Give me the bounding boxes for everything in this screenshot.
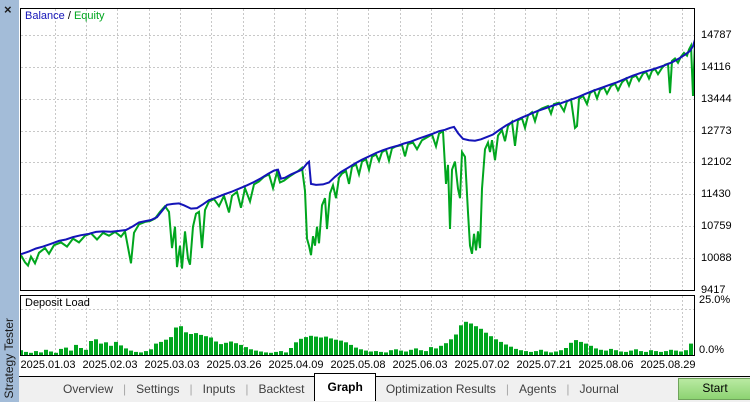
x-axis-label: 2025.07.02	[454, 359, 510, 371]
deposit-max-label: 25.0%	[699, 294, 731, 306]
tab-overview[interactable]: Overview	[63, 382, 114, 396]
x-axis-label: 2025.08.06	[578, 359, 634, 371]
legend-separator: /	[64, 10, 74, 22]
close-icon[interactable]: ×	[4, 2, 12, 17]
x-axis-label: 2025.08.29	[640, 359, 696, 371]
y-axis-label: 13444	[701, 92, 732, 105]
tab-graph[interactable]: Graph	[314, 373, 376, 401]
tab-separator: |	[566, 382, 570, 396]
x-axis-label: 2025.03.03	[144, 359, 200, 371]
y-axis-label: 10088	[701, 252, 732, 265]
tab-optimization-results[interactable]: Optimization Results	[385, 382, 496, 396]
x-axis-label: 2025.01.03	[20, 359, 76, 371]
tab-separator: |	[189, 382, 193, 396]
start-button[interactable]: Start	[678, 378, 750, 400]
x-axis-label: 2025.02.03	[82, 359, 138, 371]
deposit-min-label: 0.0%	[699, 344, 725, 356]
balance-equity-chart[interactable]	[21, 9, 694, 290]
y-axis-label: 9417	[701, 284, 726, 296]
x-axis-label: 2025.05.08	[330, 359, 386, 371]
tab-separator: |	[123, 382, 127, 396]
chart-legend: Balance / Equity	[25, 10, 105, 22]
y-axis-label: 14116	[701, 60, 731, 73]
deposit-load-chart[interactable]	[19, 296, 694, 355]
y-axis-label: 12773	[701, 124, 732, 137]
y-axis-label: 12102	[701, 156, 732, 169]
tab-backtest[interactable]: Backtest	[258, 382, 305, 396]
tab-separator: |	[505, 382, 509, 396]
tab-settings[interactable]: Settings	[136, 382, 180, 396]
legend-equity: Equity	[73, 10, 105, 22]
strategy-tester-sidebar: × Strategy Tester	[0, 0, 19, 402]
tab-bar: Overview | Settings | Inputs | Backtest Graph Op…	[19, 373, 750, 402]
x-axis-label: 2025.04.09	[268, 359, 324, 371]
x-axis-label: 2025.06.03	[392, 359, 448, 371]
y-axis-label: 14787	[701, 28, 732, 41]
y-axis-label: 10759	[701, 220, 732, 233]
tab-agents[interactable]: Agents	[519, 382, 557, 396]
tab-inputs[interactable]: Inputs	[202, 382, 236, 396]
deposit-load-panel[interactable]: Deposit Load	[19, 295, 695, 356]
balance-equity-chart-panel[interactable]: Balance / Equity	[20, 8, 695, 291]
y-axis-label: 11430	[701, 188, 731, 201]
x-axis-label: 2025.03.26	[206, 359, 262, 371]
legend-balance: Balance	[25, 10, 65, 22]
sidebar-title: Strategy Tester	[2, 317, 16, 398]
tab-separator: |	[245, 382, 249, 396]
tab-journal[interactable]: Journal	[579, 382, 619, 396]
deposit-load-title: Deposit Load	[25, 297, 90, 309]
x-axis-label: 2025.07.21	[516, 359, 572, 371]
